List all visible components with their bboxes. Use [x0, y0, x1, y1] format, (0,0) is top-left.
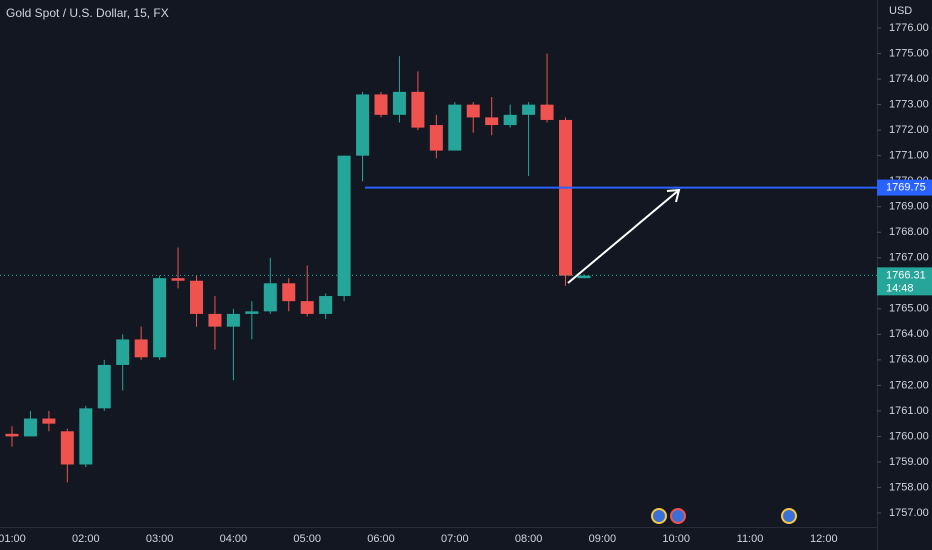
candle-body: [356, 94, 370, 156]
candle-body: [42, 418, 56, 424]
y-tick-label: 1769.00: [889, 201, 929, 213]
x-tick-label: 10:00: [662, 533, 690, 545]
candle-body: [466, 104, 480, 118]
price-axis: 1757.00 1758.00 1759.00 1760.00 1761.00 1762.…: [877, 22, 932, 519]
y-tick-label: 1761.00: [889, 405, 929, 417]
arrow-head: [666, 188, 681, 203]
candle-body: [319, 296, 333, 314]
x-tick-label: 09:00: [589, 533, 617, 545]
candle-body: [559, 119, 572, 276]
x-tick-label: 08:00: [515, 533, 543, 545]
candle-body: [263, 283, 277, 312]
candle-body: [282, 283, 296, 302]
y-tick-label: 1758.00: [889, 481, 929, 493]
last-price-label: 1766.31: [886, 269, 926, 281]
candle-body: [60, 431, 74, 465]
candle-body: [392, 91, 406, 115]
horizontal-line-label: 1769.75: [886, 181, 926, 193]
candle-body: [79, 408, 93, 465]
y-tick-label: 1768.00: [889, 226, 929, 238]
event-icon-inner: [653, 510, 665, 522]
candle-body: [5, 433, 19, 437]
y-tick-label: 1762.00: [889, 379, 929, 391]
x-tick-label: 07:00: [441, 533, 469, 545]
candle-body: [577, 275, 591, 279]
x-tick-label: 05:00: [293, 533, 321, 545]
x-tick-label: 04:00: [220, 533, 248, 545]
candle-body: [245, 311, 259, 314]
candle-body: [153, 278, 167, 358]
y-tick-label: 1759.00: [889, 456, 929, 468]
candle-body: [171, 278, 185, 281]
candle-body: [522, 104, 536, 115]
candle-body: [134, 339, 148, 358]
candle-body: [190, 280, 203, 314]
plot-area: [0, 53, 877, 483]
y-tick-label: 1774.00: [889, 73, 929, 85]
candle-body: [208, 313, 222, 327]
y-tick-label: 1764.00: [889, 328, 929, 340]
y-tick-label: 1771.00: [889, 150, 929, 162]
candle-body: [97, 364, 111, 409]
event-icons: [651, 508, 797, 524]
candle-body: [540, 104, 554, 120]
candle-body: [374, 94, 388, 115]
y-tick-label: 1767.00: [889, 252, 929, 264]
y-tick-label: 1775.00: [889, 47, 929, 59]
x-tick-label: 02:00: [72, 533, 100, 545]
candle-body: [23, 418, 37, 437]
x-tick-label: 01:00: [0, 533, 26, 545]
candle-body: [485, 117, 499, 126]
y-tick-label: 1763.00: [889, 354, 929, 366]
candle-body: [300, 301, 314, 314]
x-tick-label: 12:00: [810, 533, 838, 545]
y-tick-label: 1776.00: [889, 22, 929, 34]
arrow-shaft: [567, 189, 680, 284]
event-icon-inner: [672, 510, 684, 522]
x-tick-label: 03:00: [146, 533, 174, 545]
candle-body: [337, 155, 351, 297]
x-tick-label: 06:00: [367, 533, 395, 545]
candle-body: [429, 125, 443, 151]
last-price-label-bg: [877, 267, 932, 296]
candle-body: [411, 91, 425, 128]
candle-body: [448, 104, 462, 151]
y-tick-label: 1760.00: [889, 430, 929, 442]
event-icon-inner: [783, 510, 795, 522]
countdown-label: 14:48: [886, 282, 914, 294]
y-tick-label: 1757.00: [889, 507, 929, 519]
chart-title: Gold Spot / U.S. Dollar, 15, FX: [6, 6, 169, 20]
horizontal-line-label-bg: [877, 179, 932, 196]
candle-body: [116, 339, 130, 365]
y-tick-label: 1773.00: [889, 99, 929, 111]
y-tick-label: 1765.00: [889, 303, 929, 315]
candle-body: [226, 313, 240, 327]
y-tick-label: 1772.00: [889, 124, 929, 136]
y-axis-label: USD: [889, 5, 912, 17]
x-tick-label: 11:00: [737, 533, 764, 545]
candle-body: [503, 114, 517, 126]
